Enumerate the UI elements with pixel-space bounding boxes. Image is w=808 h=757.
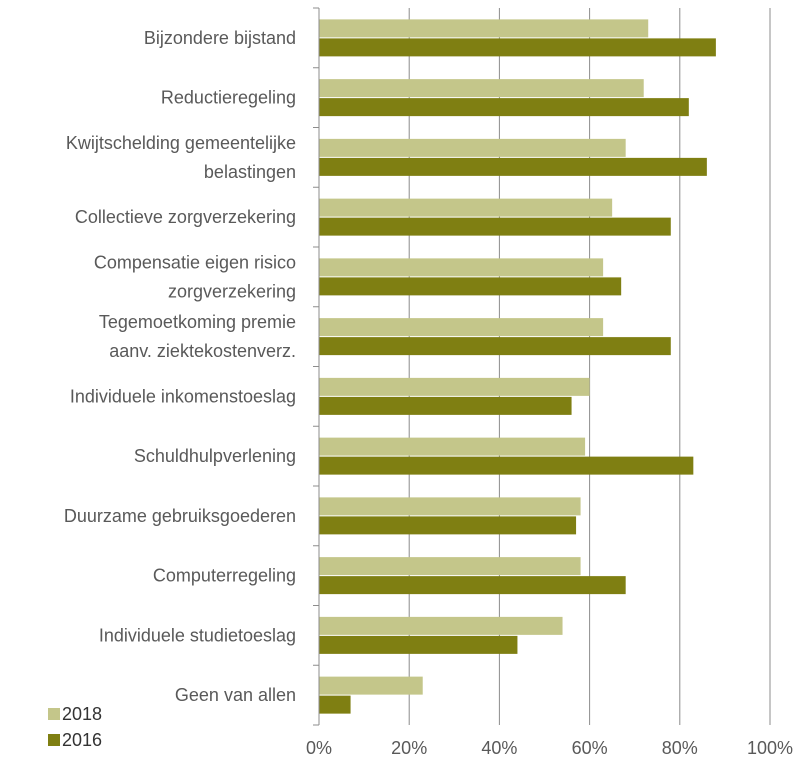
- bar-2018: [319, 318, 604, 337]
- bar-2018: [319, 497, 581, 516]
- bar-2016: [319, 277, 622, 296]
- category-label-line: Reductieregeling: [161, 88, 296, 108]
- x-tick-labels: 0% 20% 40% 60% 80% 100%: [306, 738, 793, 757]
- bar-2016: [319, 157, 707, 176]
- bar-2018: [319, 138, 626, 157]
- x-tick-label: 0%: [306, 738, 332, 757]
- category-label: Individuele inkomenstoeslag: [70, 386, 296, 406]
- bars: [319, 19, 716, 714]
- x-tick-label: 80%: [662, 738, 698, 757]
- category-label: Computerregeling: [153, 566, 296, 586]
- category-label-line: aanv. ziektekostenverz.: [109, 341, 296, 361]
- category-label-line: Tegemoetkoming premie: [99, 312, 296, 332]
- category-label: Tegemoetkoming premie aanv. ziektekostenv…: [99, 312, 296, 361]
- category-axis: [313, 7, 320, 726]
- category-label-line: Compensatie eigen risico: [94, 252, 296, 272]
- bar-2018: [319, 616, 563, 635]
- category-label: Duurzame gebruiksgoederen: [64, 506, 296, 526]
- legend-swatch-2016: [48, 734, 60, 746]
- bar-2016: [319, 337, 671, 356]
- gridlines: [408, 8, 771, 725]
- category-label: Compensatie eigen risico zorgverzekering: [94, 252, 296, 301]
- category-label-line: zorgverzekering: [168, 281, 296, 301]
- bar-2016: [319, 98, 689, 117]
- bar-2016: [319, 38, 716, 57]
- bar-2018: [319, 258, 604, 277]
- bar-2018: [319, 676, 423, 695]
- bar-2016: [319, 695, 351, 714]
- legend-label-2016: 2016: [62, 730, 102, 750]
- legend: 2018 2016: [48, 704, 102, 750]
- bar-2016: [319, 576, 626, 595]
- category-label-line: Collectieve zorgverzekering: [75, 207, 296, 227]
- category-label-line: Duurzame gebruiksgoederen: [64, 506, 296, 526]
- category-label-line: Individuele studietoeslag: [99, 625, 296, 645]
- category-label-line: Geen van allen: [175, 685, 296, 705]
- category-label-line: Bijzondere bijstand: [144, 28, 296, 48]
- bar-2018: [319, 79, 644, 98]
- category-labels: Bijzondere bijstand Reductieregeling Kwijt…: [64, 28, 296, 705]
- x-tick-label: 100%: [747, 738, 793, 757]
- bar-2016: [319, 396, 572, 415]
- bar-2018: [319, 377, 590, 396]
- x-tick-label: 20%: [391, 738, 427, 757]
- x-tick-label: 40%: [481, 738, 517, 757]
- category-label-line: Schuldhulpverlening: [134, 446, 296, 466]
- category-label-line: Computerregeling: [153, 566, 296, 586]
- legend-swatch-2018: [48, 708, 60, 720]
- bar-2018: [319, 198, 613, 217]
- bar-2018: [319, 437, 586, 456]
- category-label: Geen van allen: [175, 685, 296, 705]
- bar-2018: [319, 557, 581, 576]
- bar-2016: [319, 516, 577, 535]
- bar-2016: [319, 635, 518, 654]
- category-label-line: Kwijtschelding gemeentelijke: [66, 133, 296, 153]
- legend-label-2018: 2018: [62, 704, 102, 724]
- category-label: Bijzondere bijstand: [144, 28, 296, 48]
- category-label: Kwijtschelding gemeentelijke belastingen: [66, 133, 296, 182]
- category-label-line: Individuele inkomenstoeslag: [70, 386, 296, 406]
- bar-2016: [319, 456, 694, 475]
- category-label: Schuldhulpverlening: [134, 446, 296, 466]
- bar-2018: [319, 19, 649, 38]
- category-label-line: belastingen: [204, 162, 296, 182]
- category-label: Reductieregeling: [161, 88, 296, 108]
- category-label: Individuele studietoeslag: [99, 625, 296, 645]
- category-label: Collectieve zorgverzekering: [75, 207, 296, 227]
- x-tick-label: 60%: [572, 738, 608, 757]
- bar-2016: [319, 217, 671, 236]
